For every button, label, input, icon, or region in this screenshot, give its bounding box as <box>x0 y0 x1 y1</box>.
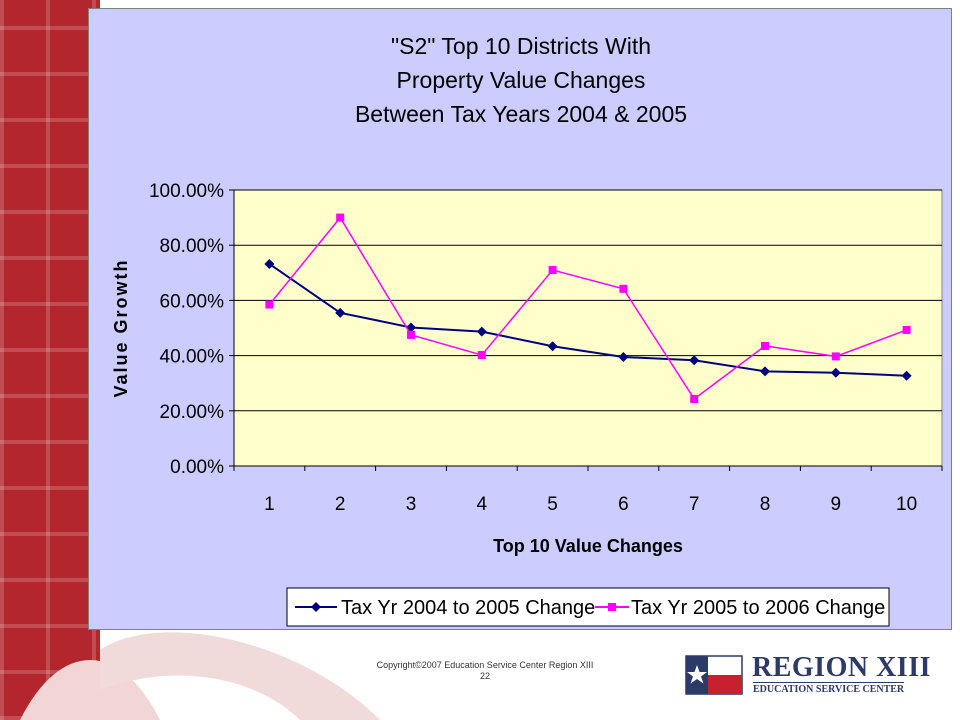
x-tick-label: 10 <box>896 494 917 515</box>
data-point-series-2 <box>548 266 557 275</box>
series-line-1 <box>268 263 907 377</box>
x-tick-label: 2 <box>335 494 346 515</box>
y-tick-label: 40.00% <box>160 347 225 368</box>
data-point-series-1 <box>901 370 912 381</box>
series-layer <box>264 213 912 403</box>
data-point-series-1 <box>476 326 487 337</box>
y-axis-title: Value Growth <box>111 258 131 397</box>
x-tick-label: 9 <box>831 494 842 515</box>
chart-title: "S2" Top 10 Districts With Property Valu… <box>355 33 687 127</box>
series-line-2 <box>268 216 907 401</box>
chart-title-line-2: Property Value Changes <box>397 67 646 93</box>
y-tick-label: 60.00% <box>160 291 225 312</box>
logo-title: REGION XIII <box>752 652 931 683</box>
data-point-series-2 <box>690 394 699 403</box>
data-point-series-1 <box>618 351 629 362</box>
data-point-series-1 <box>264 258 275 269</box>
plot-area <box>233 189 943 467</box>
data-point-series-2 <box>477 351 486 360</box>
legend: Tax Yr 2004 to 2005 Change Tax Yr 2005 t… <box>286 587 890 627</box>
x-tick-label: 8 <box>760 494 771 515</box>
x-axis-title: Top 10 Value Changes <box>493 536 683 556</box>
y-tick-label: 0.00% <box>170 457 224 478</box>
legend-marker-series-1 <box>311 602 321 612</box>
page-number: 22 <box>479 671 490 681</box>
footer: Copyright©2007 Education Service Center … <box>340 660 630 682</box>
x-tick-label: 5 <box>547 494 558 515</box>
chart-title-line-3: Between Tax Years 2004 & 2005 <box>355 101 687 127</box>
x-tick-label: 4 <box>477 494 488 515</box>
legend-marker-series-2 <box>608 603 616 611</box>
y-tick-label: 80.00% <box>160 236 225 257</box>
data-point-series-2 <box>336 213 345 222</box>
data-point-series-2 <box>902 325 911 334</box>
y-axis-ticks: 0.00% 20.00% 40.00% 60.00% 80.00% 100.00% <box>149 181 234 478</box>
data-point-series-2 <box>407 330 415 339</box>
decorative-red-band <box>0 0 100 720</box>
y-tick-label: 20.00% <box>160 402 225 423</box>
decorative-swoosh <box>20 632 380 720</box>
data-point-series-2 <box>265 300 274 309</box>
data-point-series-1 <box>547 341 558 352</box>
data-point-series-2 <box>761 341 769 350</box>
x-tick-label: 3 <box>406 494 417 515</box>
gridlines <box>233 189 942 467</box>
x-tick-label: 7 <box>689 494 700 515</box>
chart-title-line-1: "S2" Top 10 Districts With <box>391 33 651 59</box>
line-chart: "S2" Top 10 Districts With Property Valu… <box>111 33 943 627</box>
y-tick-label: 100.00% <box>149 181 224 202</box>
data-point-series-2 <box>831 352 840 361</box>
data-point-series-1 <box>689 355 700 366</box>
region-xiii-logo: REGION XIII EDUCATION SERVICE CENTER <box>684 652 934 698</box>
data-point-series-2 <box>619 284 628 293</box>
chart-panel: "S2" Top 10 Districts With Property Valu… <box>88 8 952 630</box>
data-point-series-1 <box>760 366 770 377</box>
x-tick-label: 6 <box>618 494 629 515</box>
x-tick-label: 1 <box>264 494 275 515</box>
legend-box <box>286 587 890 627</box>
logo-subtitle: EDUCATION SERVICE CENTER <box>753 682 905 695</box>
legend-label-series-2: Tax Yr 2005 to 2006 Change <box>631 597 885 619</box>
data-point-series-1 <box>830 367 841 378</box>
legend-label-series-1: Tax Yr 2004 to 2005 Change <box>341 597 595 619</box>
x-axis-ticks: 1 2 3 4 5 6 7 8 9 10 <box>233 466 943 515</box>
copyright-text: Copyright©2007 Education Service Center … <box>376 660 594 670</box>
texas-flag-logo-icon <box>685 655 743 695</box>
data-point-series-1 <box>335 307 346 318</box>
